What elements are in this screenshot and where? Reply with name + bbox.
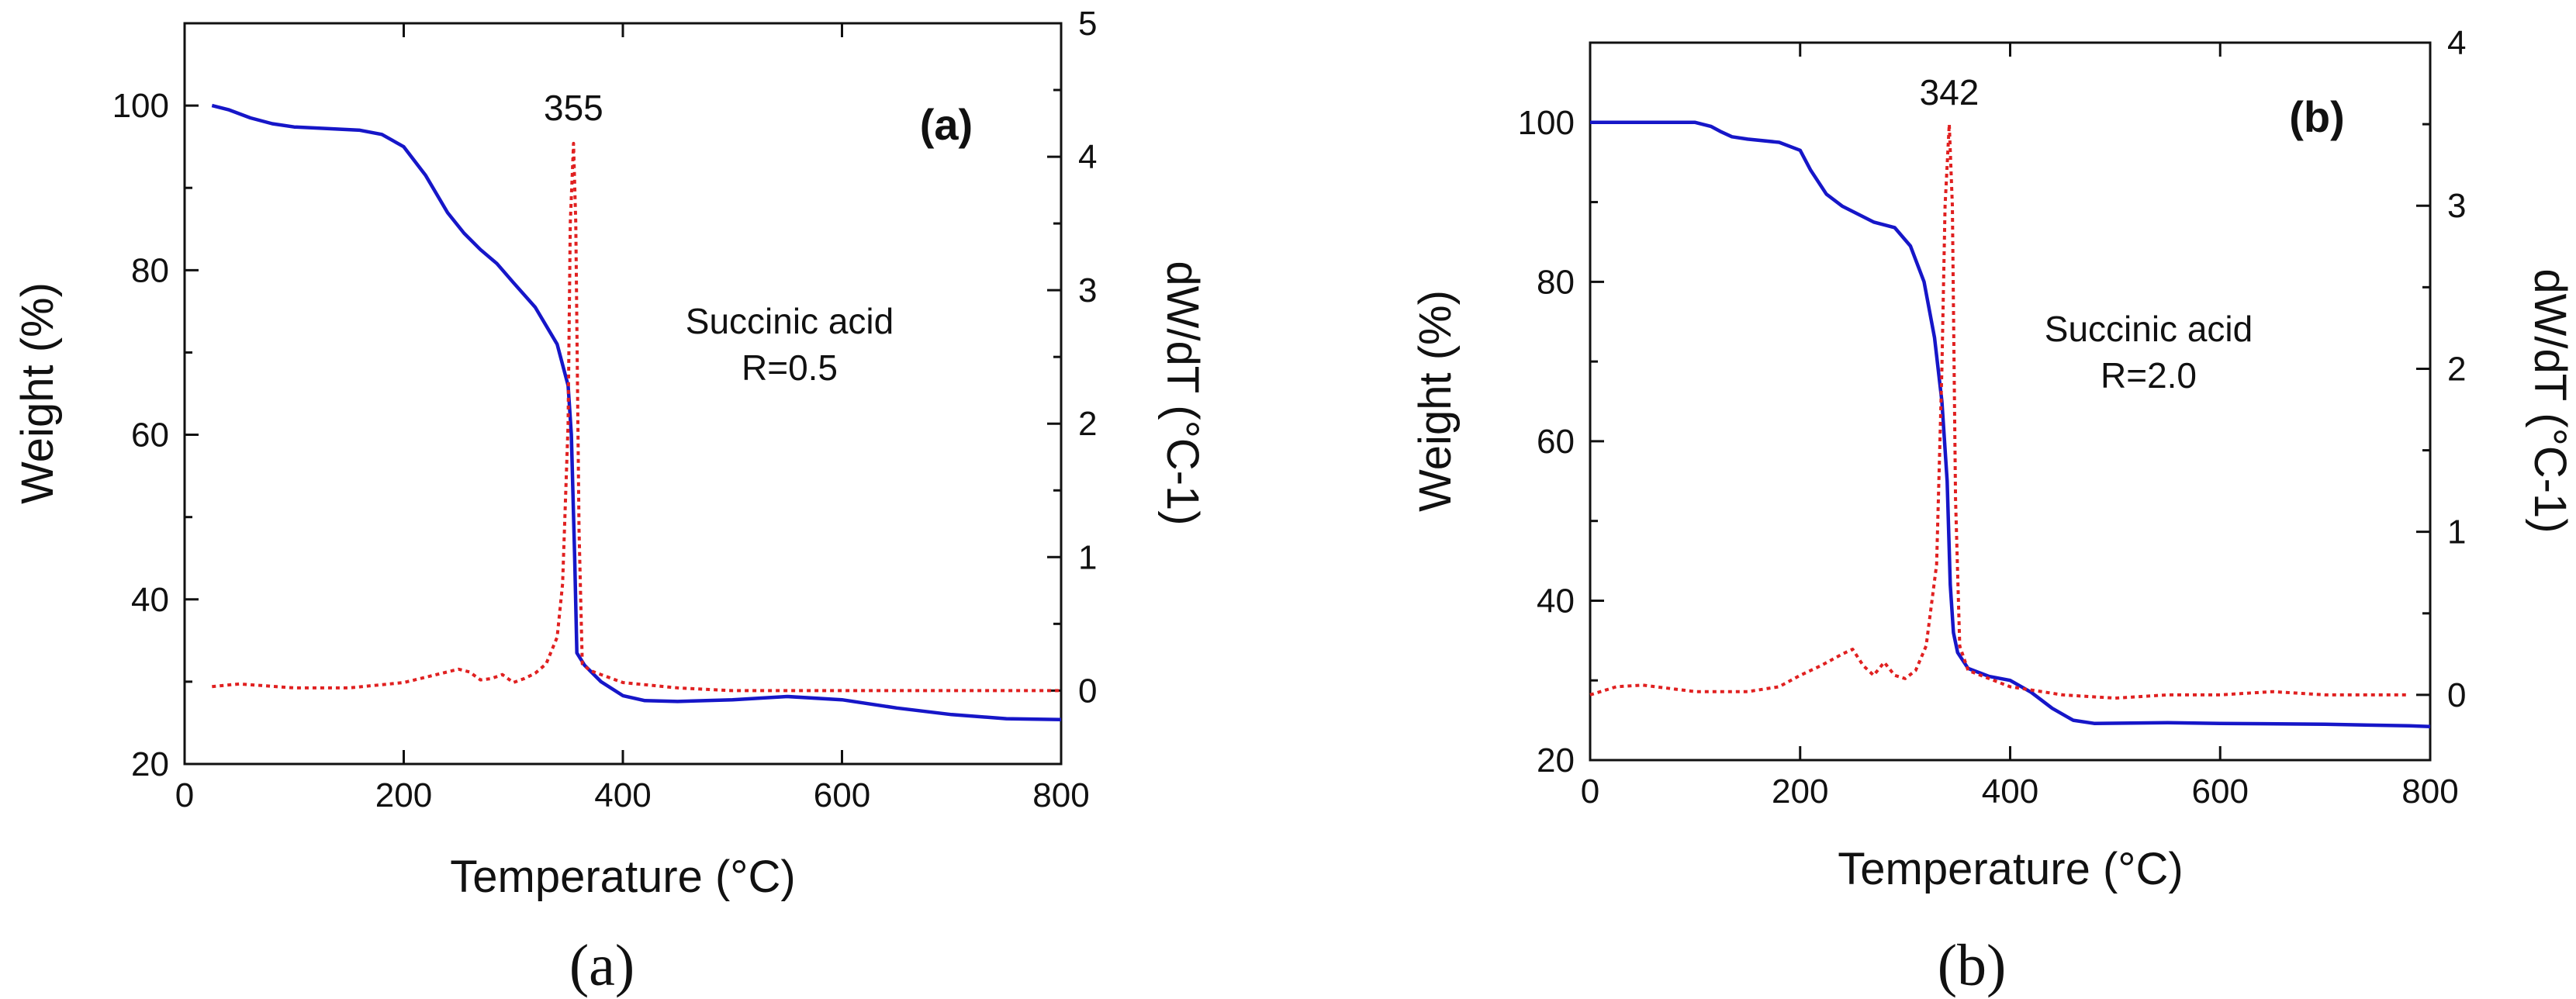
x-tick-label-b: 600 xyxy=(2192,773,2249,811)
y-tick-label-b: 60 xyxy=(1537,423,1575,461)
x-axis-label-b: Temperature (°C) xyxy=(1838,844,2183,894)
x-tick-label-a: 800 xyxy=(1032,776,1089,814)
y-tick-label-a: 60 xyxy=(131,417,169,455)
y2-tick-label-a: 0 xyxy=(1078,672,1097,710)
x-tick-label-a: 600 xyxy=(814,776,870,814)
y-axis-label-a: Weight (%) xyxy=(12,282,63,504)
y2-tick-label-a: 5 xyxy=(1078,5,1097,43)
x-tick-label-a: 200 xyxy=(375,776,432,814)
y-tick-label-b: 20 xyxy=(1537,741,1575,779)
y2-tick-label-a: 2 xyxy=(1078,405,1097,443)
panel-label-b: (b) xyxy=(2289,92,2345,141)
annotation-compound-b: Succinic acid xyxy=(2045,309,2253,349)
annotation-ratio-a: R=0.5 xyxy=(742,347,838,388)
y2-axis-label-b: dW/dT (°C-1) xyxy=(2525,268,2575,533)
weight-series-line-b xyxy=(1590,120,2431,729)
y-tick-label-a: 80 xyxy=(131,251,169,289)
y2-tick-label-a: 4 xyxy=(1078,138,1097,176)
y2-axis-label-a: dW/dT (°C-1) xyxy=(1157,261,1208,525)
annotation-ratio-b: R=2.0 xyxy=(2101,355,2197,396)
weight-series-line-a xyxy=(211,103,1062,721)
caption-a: (a) xyxy=(569,933,634,998)
y-tick-label-a: 40 xyxy=(131,581,169,619)
x-tick-label-b: 400 xyxy=(1982,773,2038,811)
chart-marks-b: 0 200 400 600 800 20 40 60 80 100 0 1 2 3 4 xyxy=(1518,24,2467,811)
y-tick-label-a: 100 xyxy=(112,87,169,125)
x-tick-label-b: 0 xyxy=(1581,773,1599,811)
y2-tick-label-b: 1 xyxy=(2447,513,2466,551)
y-tick-label-b: 40 xyxy=(1537,582,1575,620)
peak-label-a: 355 xyxy=(544,88,603,128)
y-tick-label-a: 20 xyxy=(131,745,169,783)
x-axis-label-a: Temperature (°C) xyxy=(450,852,795,902)
x-tick-label-a: 400 xyxy=(594,776,651,814)
y-tick-label-b: 100 xyxy=(1518,104,1575,142)
y2-tick-label-b: 4 xyxy=(2447,24,2466,62)
plot-frame-b xyxy=(1589,41,2432,762)
y2-tick-label-a: 3 xyxy=(1078,271,1097,309)
y2-tick-label-b: 0 xyxy=(2447,676,2466,714)
x-tick-label-a: 0 xyxy=(175,776,194,814)
y2-tick-label-b: 2 xyxy=(2447,350,2466,388)
x-tick-label-b: 200 xyxy=(1772,773,1828,811)
peak-label-b: 342 xyxy=(1920,72,1980,112)
derivative-series-line-a xyxy=(212,141,1061,693)
chart-marks-a: 0 200 400 600 800 20 40 60 80 100 0 1 2 3 4 5 xyxy=(112,5,1098,814)
caption-b: (b) xyxy=(1938,933,2007,998)
x-tick-label-b: 800 xyxy=(2401,773,2458,811)
annotation-compound-a: Succinic acid xyxy=(686,301,894,341)
y-axis-label-b: Weight (%) xyxy=(1410,290,1461,512)
chart-panel-a: 0 200 400 600 800 20 40 60 80 100 0 1 2 3 4 5 Temperatu… xyxy=(12,5,1208,998)
derivative-series-line-b xyxy=(1589,123,2409,700)
y2-tick-label-b: 3 xyxy=(2447,187,2466,225)
panel-label-a: (a) xyxy=(920,100,973,149)
chart-panel-b: 0 200 400 600 800 20 40 60 80 100 0 1 2 3 4 Temperatur… xyxy=(1410,24,2575,998)
y-tick-label-b: 80 xyxy=(1537,263,1575,301)
y2-tick-label-a: 1 xyxy=(1078,538,1097,576)
